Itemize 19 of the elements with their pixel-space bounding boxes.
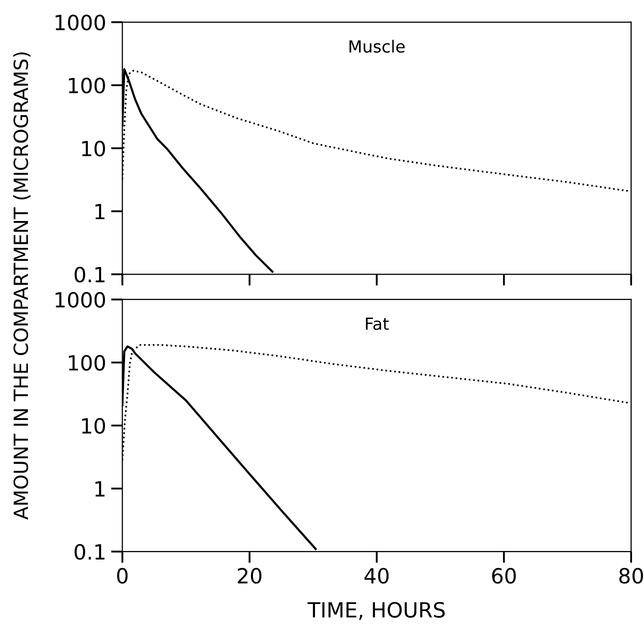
y-tick-label: 1000 (56, 14, 106, 30)
y-tick-label: 1000 (56, 292, 106, 308)
annotation: Muscle (350, 40, 405, 53)
y-tick-label: 0.1 (74, 544, 104, 560)
x-axis-title: TIME, HOURS (308, 602, 445, 620)
x-tick-label: 80 (619, 568, 643, 584)
y-tick-label: 1 (95, 204, 104, 220)
y-tick-label: 1 (95, 481, 104, 496)
y-tick-label: 0.1 (74, 266, 104, 282)
y-tick-label: 10 (82, 140, 106, 156)
x-tick-label: 60 (492, 568, 516, 584)
y-tick-label: 100 (68, 78, 106, 94)
y-tick-label: 100 (68, 354, 106, 371)
annotation: Fat (366, 318, 389, 330)
y-axis-title: AMOUNT IN THE COMPARTMENT (MICROGRAMS) (13, 52, 30, 520)
x-tick-label: 0 (117, 568, 128, 584)
y-tick-label: 10 (82, 418, 106, 434)
x-tick-label: 40 (364, 568, 389, 584)
x-tick-label: 20 (238, 568, 262, 584)
